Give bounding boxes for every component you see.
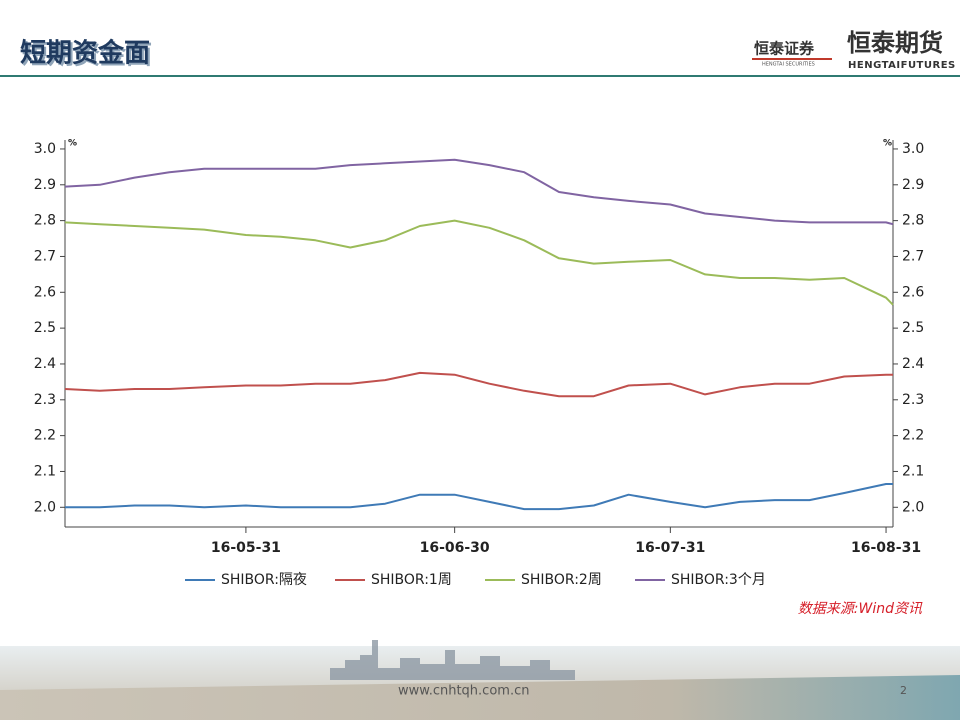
y-tick-label: 2.2 <box>34 428 56 444</box>
y-tick-label: 2.4 <box>34 356 56 372</box>
series-line <box>64 158 894 226</box>
y-tick-label: 2.6 <box>34 284 56 300</box>
y2-unit: % <box>883 139 892 149</box>
y-tick-label: 2.0 <box>34 499 56 515</box>
legend-label: SHIBOR:1周 <box>371 572 452 588</box>
x-tick-label: 16-05-31 <box>211 540 281 556</box>
logo-securities: 恒泰证券 <box>754 40 815 58</box>
logo-securities-en: HENGTAI SECURITIES <box>762 62 815 68</box>
logo-futures: 恒泰期货 <box>847 29 943 57</box>
skyline <box>330 640 575 680</box>
y2-tick-label: 2.2 <box>902 428 924 444</box>
series-line <box>64 371 893 398</box>
logo-futures-en: HENGTAIFUTURES <box>848 60 956 71</box>
x-tick-label: 16-07-31 <box>635 540 705 556</box>
y2-tick-label: 2.5 <box>902 320 924 336</box>
y2-tick-label: 2.6 <box>902 284 924 300</box>
y2-tick-label: 2.7 <box>902 248 924 264</box>
y-tick-label: 2.5 <box>34 320 56 336</box>
y2-tick-label: 3.0 <box>902 141 924 157</box>
y2-tick-label: 2.3 <box>902 392 924 408</box>
y-tick-label: 2.9 <box>34 177 56 193</box>
legend-label: SHIBOR:隔夜 <box>221 572 307 588</box>
x-tick-label: 16-08-31 <box>851 540 921 556</box>
y-unit: % <box>68 139 77 149</box>
series-line <box>65 483 893 511</box>
source-note: 数据来源:Wind资讯 <box>798 601 923 617</box>
y2-tick-label: 2.9 <box>902 177 924 193</box>
y-tick-label: 3.0 <box>34 141 56 157</box>
y2-tick-label: 2.0 <box>902 499 924 515</box>
legend-label: SHIBOR:3个月 <box>671 572 766 588</box>
legend-label: SHIBOR:2周 <box>521 572 602 588</box>
y2-tick-label: 2.4 <box>902 356 924 372</box>
footer-url: www.cnhtqh.com.cn <box>398 684 529 699</box>
y2-tick-label: 2.1 <box>902 463 924 479</box>
footer-ground <box>0 675 960 720</box>
y2-tick-label: 2.8 <box>902 213 924 229</box>
y-tick-label: 2.8 <box>34 213 56 229</box>
series-line <box>64 219 894 306</box>
y-tick-label: 2.7 <box>34 248 56 264</box>
page-number: 2 <box>900 684 907 697</box>
y-tick-label: 2.3 <box>34 392 56 408</box>
title-shadow: 短期资金面 <box>22 40 152 71</box>
slide-title: 短期资金面 <box>20 38 150 69</box>
x-tick-label: 16-06-30 <box>420 540 490 556</box>
y-tick-label: 2.1 <box>34 463 56 479</box>
